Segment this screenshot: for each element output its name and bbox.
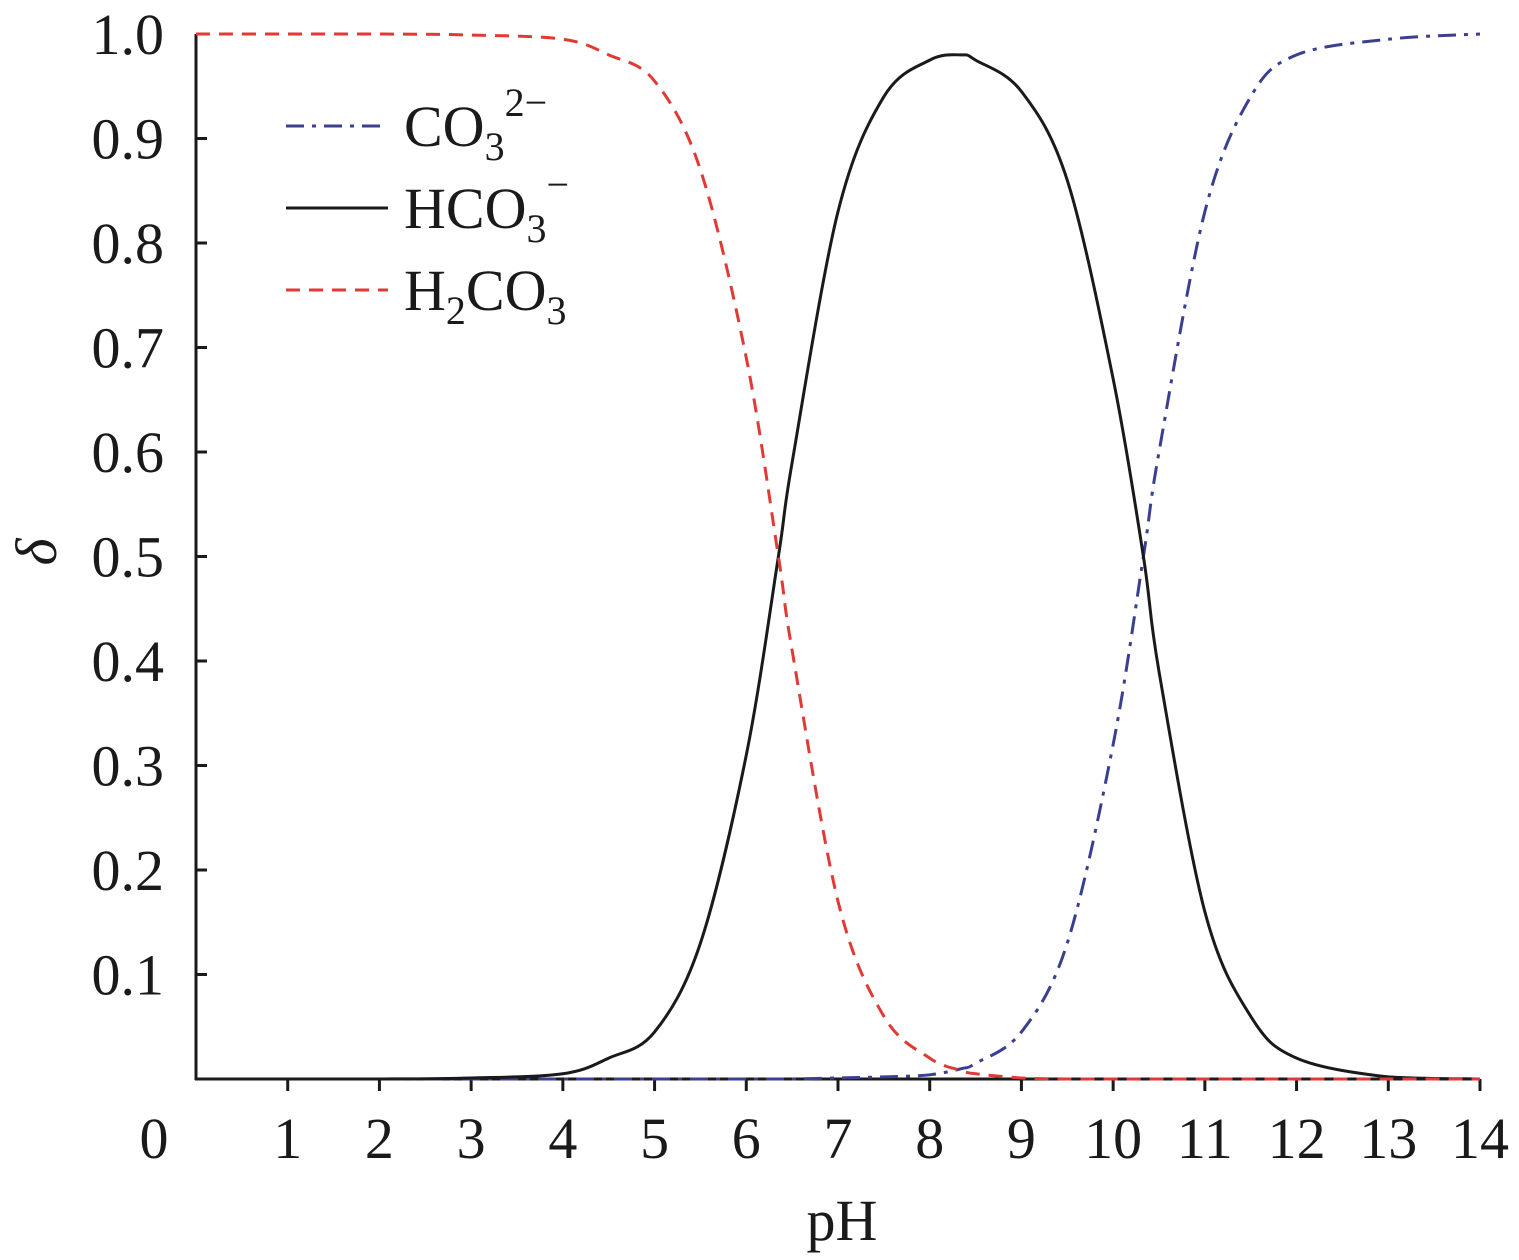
x-tick-label: 11 <box>1177 1106 1233 1171</box>
y-tick-label: 1.0 <box>92 2 165 67</box>
x-tick-label: 13 <box>1359 1106 1417 1171</box>
x-tick-label: 7 <box>824 1106 853 1171</box>
x-tick-label: 2 <box>365 1106 394 1171</box>
legend: CO32−HCO3−H2CO3 <box>286 80 569 333</box>
x-ticks: 0 1 2 3 4 5 6 7 8 9 10 11 12 13 14 <box>140 1079 1509 1171</box>
x-tick-label: 0 <box>140 1106 169 1171</box>
axes <box>194 34 1480 1081</box>
x-tick-label: 8 <box>915 1106 944 1171</box>
y-ticks: 0.1 0.2 0.3 0.4 0.5 0.6 0.7 0.8 0.9 1.0 <box>92 2 207 1008</box>
legend-label-1: HCO3− <box>404 162 569 251</box>
x-tick-label: 9 <box>1007 1106 1036 1171</box>
y-tick-label: 0.1 <box>92 943 165 1008</box>
x-axis-label: pH <box>807 1188 878 1253</box>
y-tick-label: 0.8 <box>92 211 165 276</box>
x-tick-label: 10 <box>1084 1106 1142 1171</box>
x-tick-label: 3 <box>457 1106 486 1171</box>
y-tick-label: 0.4 <box>92 629 165 694</box>
x-tick-label: 5 <box>640 1106 669 1171</box>
x-tick-label: 4 <box>548 1106 577 1171</box>
x-tick-label: 1 <box>273 1106 302 1171</box>
legend-label-2: H2CO3 <box>404 258 566 333</box>
y-tick-label: 0.5 <box>92 525 165 590</box>
series-line-2 <box>196 32 1480 1081</box>
y-tick-label: 0.3 <box>92 734 165 799</box>
x-tick-label: 14 <box>1451 1106 1509 1171</box>
x-tick-label: 12 <box>1268 1106 1326 1171</box>
y-tick-label: 0.6 <box>92 420 165 485</box>
y-tick-label: 0.7 <box>92 316 165 381</box>
series-line-1 <box>196 53 1481 1081</box>
y-tick-label: 0.9 <box>92 107 165 172</box>
y-tick-label: 0.2 <box>92 838 165 903</box>
series-layer <box>196 32 1481 1081</box>
y-axis-label: δ <box>4 537 69 565</box>
series-line-0 <box>196 32 1481 1081</box>
legend-label-0: CO32− <box>404 80 547 169</box>
x-tick-label: 6 <box>732 1106 761 1171</box>
